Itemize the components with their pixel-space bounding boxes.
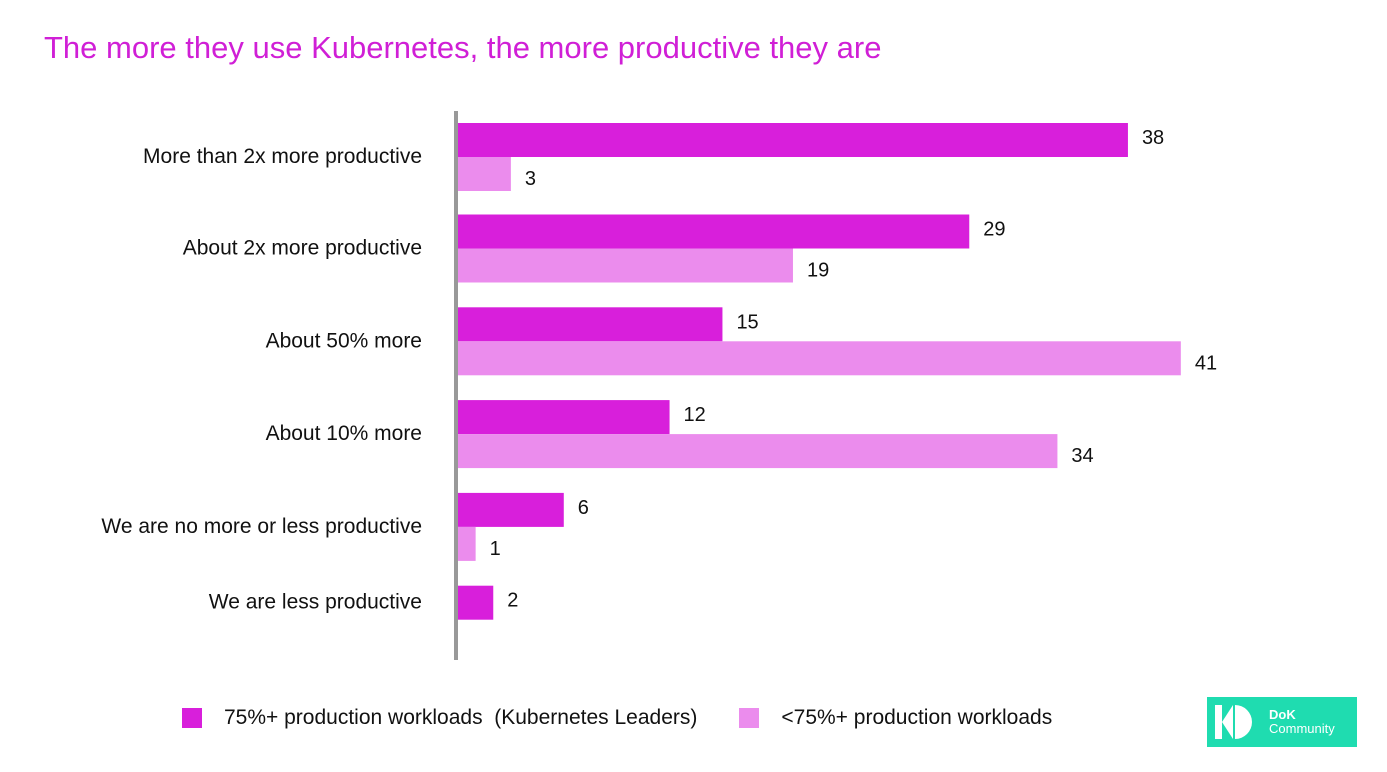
- value-label: 29: [983, 219, 1005, 241]
- bar-others: [458, 248, 793, 283]
- bar-leaders: [458, 585, 494, 620]
- bar-leaders: [458, 307, 723, 342]
- category-label: About 10% more: [266, 422, 422, 445]
- chart-title: The more they use Kubernetes, the more p…: [44, 30, 882, 65]
- legend-label: 75%+ production workloads (Kubernetes Le…: [224, 706, 698, 729]
- value-label: 15: [736, 311, 758, 333]
- value-label: 6: [578, 497, 589, 519]
- value-label: 41: [1195, 352, 1217, 374]
- bar-others: [458, 526, 476, 561]
- legend-swatch: [182, 708, 202, 728]
- value-label: 1: [490, 538, 501, 560]
- category-labels: More than 2x more productive About 2x mor…: [101, 145, 422, 614]
- bar-chart: More than 2x more productive About 2x mor…: [101, 111, 1217, 660]
- value-label: 19: [807, 260, 829, 282]
- value-label: 38: [1142, 127, 1164, 149]
- category-label: More than 2x more productive: [143, 145, 422, 168]
- dok-community-logo: DoK Community: [1207, 697, 1357, 747]
- legend-item-leaders: 75%+ production workloads (Kubernetes Le…: [182, 706, 697, 730]
- value-label: 12: [684, 404, 706, 426]
- bar-others: [458, 341, 1181, 376]
- category-label: About 2x more productive: [183, 237, 422, 260]
- logo-text-dok: DoK: [1269, 707, 1296, 722]
- bar-leaders: [458, 492, 564, 527]
- bar-leaders: [458, 123, 1128, 157]
- value-label: 34: [1071, 445, 1093, 467]
- bar-others: [458, 434, 1058, 469]
- bar-others: [458, 157, 511, 191]
- legend-swatch: [739, 708, 760, 728]
- legend-label: <75%+ production workloads: [781, 706, 1053, 729]
- category-label: We are no more or less productive: [101, 515, 422, 538]
- category-label: About 50% more: [266, 329, 422, 352]
- bars: [458, 123, 1181, 620]
- bar-leaders: [458, 214, 970, 249]
- value-label: 2: [507, 590, 518, 612]
- category-label: We are less productive: [209, 591, 422, 614]
- dok-logo-icon: [1215, 705, 1252, 739]
- value-label: 3: [525, 168, 536, 190]
- logo-text-community: Community: [1269, 721, 1335, 736]
- bar-leaders: [458, 400, 670, 435]
- legend: 75%+ production workloads (Kubernetes Le…: [182, 706, 1094, 730]
- legend-item-others: <75%+ production workloads: [739, 706, 1052, 730]
